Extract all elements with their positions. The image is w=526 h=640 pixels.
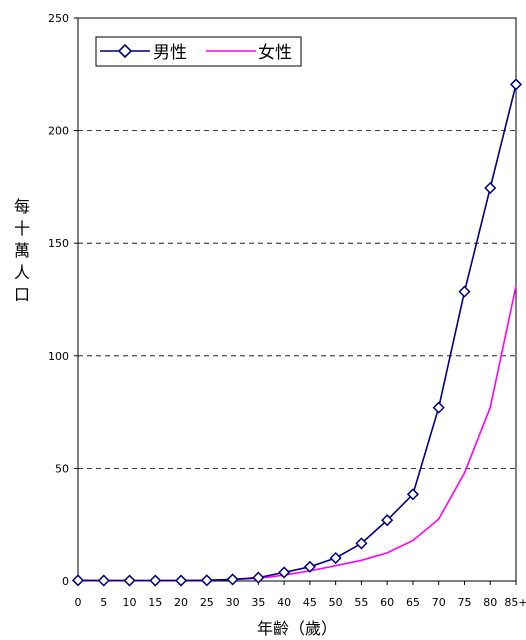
x-tick-label: 75 [457,596,471,609]
data-point-male [174,574,188,587]
x-axis-title: 年齡（歲） [257,619,337,638]
data-point-male [355,537,368,550]
data-point-male [432,401,445,414]
data-point-male [381,514,394,527]
data-point-male [329,551,342,565]
y-tick-label: 250 [48,12,69,25]
x-tick-label: 15 [148,596,162,609]
series-layer [71,78,523,587]
x-tick-label: 10 [123,596,137,609]
data-point-male [200,574,213,587]
x-tick-label: 35 [251,596,265,609]
y-tick-label: 150 [48,237,69,250]
x-tick-label: 45 [303,596,317,609]
x-tick-label: 20 [174,596,188,609]
y-tick-label: 200 [48,125,69,138]
data-point-male [406,488,420,501]
x-tick-label: 0 [75,596,82,609]
y-tick-label: 50 [55,462,69,475]
x-tick-label: 30 [226,596,240,609]
y-tick-label: 0 [62,575,69,588]
x-tick-label: 55 [354,596,368,609]
data-point-male [252,571,265,584]
x-tick-label: 80 [483,596,497,609]
y-tick-label: 100 [48,350,69,363]
plot-area [77,17,517,582]
data-point-male [458,285,471,298]
grid-lines [78,130,516,469]
legend-male-marker [117,43,133,59]
x-tick-label: 85+ [504,596,526,609]
x-tick-label: 70 [432,596,446,609]
x-tick-label: 25 [200,596,214,609]
x-tick-label: 40 [277,596,291,609]
x-tick-label: 60 [380,596,394,609]
data-point-male [149,574,162,587]
x-tick-label: 5 [100,596,107,609]
data-point-male [509,78,523,91]
data-point-male [123,574,136,587]
y-axis-title: 每十萬人口 [14,197,30,304]
data-point-male [303,560,316,573]
data-point-male [484,181,497,195]
x-tick-label: 65 [406,596,420,609]
legend-male-label: 男性 [153,43,187,63]
legend: 男性 女性 [95,36,302,67]
data-point-male [97,574,110,587]
data-point-male [226,573,239,586]
legend-female-label: 女性 [258,43,292,63]
x-tick-label: 50 [329,596,343,609]
data-point-male [71,574,85,587]
data-point-male [278,566,291,579]
